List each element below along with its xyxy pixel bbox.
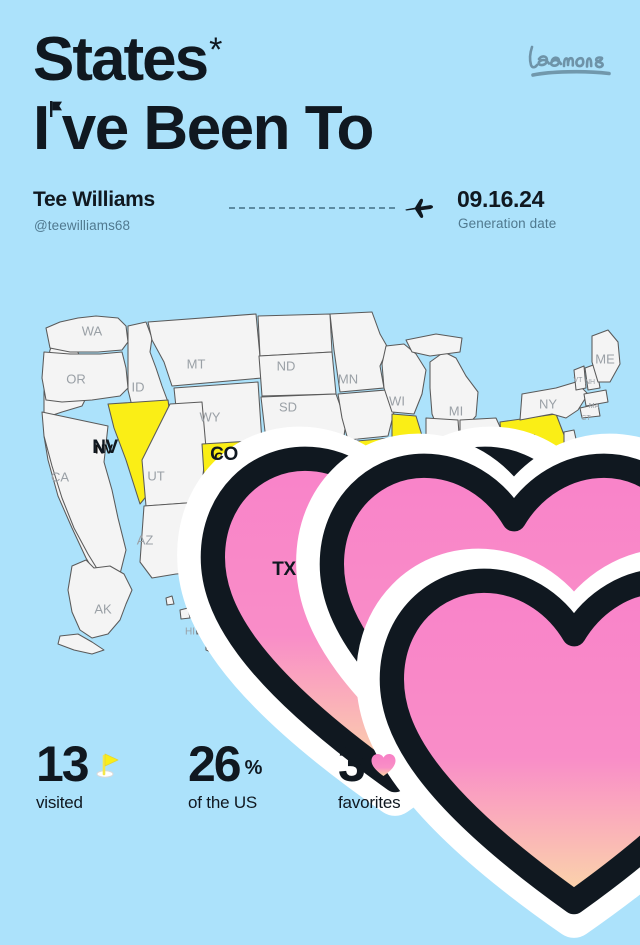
author-handle: @teewilliams68 xyxy=(34,218,131,233)
state-label-ak: AK xyxy=(94,601,112,616)
asterisk-icon: * xyxy=(209,31,223,69)
state-label-ct: CT xyxy=(581,415,591,422)
heart-icon xyxy=(356,548,640,938)
state-label-ny: NY xyxy=(539,396,557,411)
page-title-line2-pre: I xyxy=(33,93,50,163)
lemon8-logo xyxy=(526,40,618,82)
author-name: Tee Williams xyxy=(33,188,155,211)
dashed-divider xyxy=(229,207,395,211)
favorite-heart-tx[interactable]: TX xyxy=(254,545,640,938)
stat-percent: 26 % of the US xyxy=(188,735,262,813)
stat-percent-caption: of the US xyxy=(188,793,258,812)
state-label-az: AZ xyxy=(137,532,154,547)
stat-percent-suffix: % xyxy=(244,757,263,779)
stat-visited-caption: visited xyxy=(36,793,83,812)
page-title-text: States xyxy=(33,25,209,94)
state-label-nh: NH xyxy=(585,379,595,386)
state-label-or: OR xyxy=(66,371,86,386)
golf-flag-icon xyxy=(94,750,120,783)
flag-apostrophe-icon xyxy=(49,100,63,131)
state-label-wy: WY xyxy=(200,409,221,424)
state-label-ut: UT xyxy=(147,468,164,483)
state-label-sd: SD xyxy=(279,399,297,414)
state-label-vt: VT xyxy=(574,377,584,384)
stat-visited-value: 13 xyxy=(36,736,90,792)
generation-date-caption: Generation date xyxy=(458,216,557,231)
stat-favorites-value: 3 xyxy=(338,736,366,792)
state-label-id: ID xyxy=(132,379,145,394)
page-title-line2-post: ve Been To xyxy=(61,93,375,163)
stat-percent-value: 26 xyxy=(188,736,242,792)
state-label-mn: MN xyxy=(338,371,358,386)
state-label-wi: WI xyxy=(389,393,405,408)
favorite-heart-nv[interactable]: NV xyxy=(75,423,613,816)
stats-row: 13 visited 26 % of the US 3 xyxy=(0,735,640,835)
byline: Tee Williams @teewilliams68 09.16.24 Gen… xyxy=(33,186,608,248)
heart-icon xyxy=(370,752,397,783)
state-label-ma: MA xyxy=(589,403,600,410)
state-label-mi: MI xyxy=(449,403,463,418)
state-label-ca: CA xyxy=(51,469,69,484)
airplane-icon xyxy=(405,195,435,221)
state-label-hi: HI xyxy=(185,627,195,638)
stat-favorites-caption: favorites xyxy=(338,793,401,812)
state-label-nv: NV xyxy=(95,441,113,456)
stat-favorites: 3 favorite xyxy=(338,735,401,813)
us-map[interactable]: WAORIDMTWYNDSDNEKSMNIAWIMIILMOINOHKYTNPA… xyxy=(0,290,640,938)
state-label-wa: WA xyxy=(82,323,103,338)
state-label-mt: MT xyxy=(187,356,206,371)
state-label-nd: ND xyxy=(277,358,296,373)
generation-date: 09.16.24 xyxy=(457,186,545,212)
stat-visited: 13 visited xyxy=(36,735,120,813)
state-label-me: ME xyxy=(595,351,615,366)
favorite-heart-co[interactable]: CO xyxy=(194,430,640,823)
page-title-line-1: States* xyxy=(33,29,503,91)
